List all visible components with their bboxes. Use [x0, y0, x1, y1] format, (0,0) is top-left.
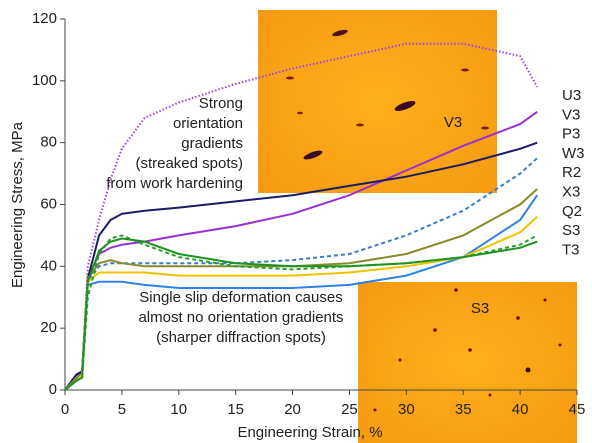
annotation: Strong — [199, 95, 243, 112]
y-axis-title: Engineering Stress, MPa — [9, 121, 26, 288]
inset-image-s3 — [358, 282, 577, 443]
x-tick-label: 35 — [455, 401, 472, 418]
x-tick-label: 30 — [398, 401, 415, 418]
y-tick-label: 60 — [40, 195, 57, 212]
x-tick-label: 40 — [512, 401, 529, 418]
x-tick-label: 25 — [341, 401, 358, 418]
series-label: U3 — [562, 87, 581, 104]
annotation: orientation — [173, 115, 243, 132]
x-tick-label: 10 — [170, 401, 187, 418]
inset-label: V3 — [444, 114, 462, 131]
series-label: P3 — [562, 126, 580, 143]
y-tick-label: 120 — [32, 10, 57, 27]
chart: Engineering Strain, % Engineering Stress… — [0, 0, 592, 443]
x-axis-title: Engineering Strain, % — [237, 424, 382, 441]
annotation: gradients — [181, 135, 243, 152]
inset-label: S3 — [471, 300, 489, 317]
series-label: V3 — [562, 106, 580, 123]
series-label: Q2 — [562, 203, 582, 220]
series-label: R2 — [562, 164, 581, 181]
y-tick-label: 100 — [32, 72, 57, 89]
annotation: from work hardening — [106, 175, 243, 192]
annotation: almost no orientation gradients — [138, 309, 343, 326]
annotation: (sharper diffraction spots) — [156, 329, 326, 346]
series-label: X3 — [562, 183, 580, 200]
y-tick-label: 40 — [40, 257, 57, 274]
x-tick-label: 45 — [569, 401, 586, 418]
series-label: S3 — [562, 222, 580, 239]
x-tick-label: 15 — [227, 401, 244, 418]
y-tick-label: 80 — [40, 134, 57, 151]
series-label: T3 — [562, 241, 580, 258]
y-tick-label: 20 — [40, 319, 57, 336]
y-tick-label: 0 — [49, 381, 57, 398]
annotation: (streaked spots) — [135, 155, 243, 172]
series-label: W3 — [562, 145, 585, 162]
x-tick-label: 20 — [284, 401, 301, 418]
x-tick-label: 5 — [118, 401, 126, 418]
annotation: Single slip deformation causes — [139, 289, 342, 306]
x-tick-label: 0 — [61, 401, 69, 418]
